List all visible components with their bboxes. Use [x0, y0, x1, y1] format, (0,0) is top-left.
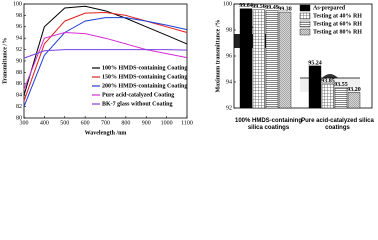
y-tick-label: 80 — [16, 115, 22, 121]
y-tick-label: 90 — [16, 58, 22, 64]
legend-swatch — [299, 4, 311, 12]
y-tick-label: 100 — [223, 1, 232, 7]
legend-swatch — [299, 12, 311, 20]
x-tick-label: 700 — [101, 120, 110, 126]
x-tick-label: Pure acid-catalyzed silica coatings — [301, 118, 374, 131]
chart: 80 82 84 86 88 90 92 94 96 98 100 300 400 500 600 700 80… — [2, 1, 373, 136]
y-tick-label: 94 — [226, 79, 232, 85]
x-tick-label: 500 — [60, 120, 69, 126]
x-tick-label: 1000 — [161, 120, 173, 126]
bar — [265, 10, 279, 109]
figure: 80 82 84 86 88 90 92 94 96 98 100 300 400 500 600 700 80… — [2, 1, 374, 136]
line — [23, 31, 188, 90]
value-label: 99.38 — [278, 6, 292, 12]
y-tick-label: 88 — [16, 70, 22, 76]
legend-swatch — [299, 28, 311, 36]
line — [23, 49, 188, 59]
legend-label: 100% HMDS-containing Coating — [102, 65, 187, 71]
x-tick-label: 300 — [20, 120, 29, 126]
bar — [278, 11, 292, 109]
y-tick-label: 98 — [16, 13, 22, 19]
value-label: 99.64 — [239, 3, 253, 9]
value-label: 99.56 — [252, 4, 266, 10]
legend-label: Testing at 80% RH — [313, 29, 362, 35]
line — [23, 5, 188, 96]
y-axis-label: Maximum transmittance /% — [215, 20, 221, 93]
x-tick-label: 900 — [142, 120, 151, 126]
value-label: 99.49 — [265, 5, 279, 11]
value-label: 93.55 — [334, 82, 348, 88]
y-tick-label: 96 — [226, 53, 232, 59]
y-tick-label: 82 — [16, 104, 22, 110]
x-tick-label: 400 — [40, 120, 49, 126]
x-tick-label: 800 — [121, 120, 130, 126]
droplet — [322, 74, 338, 78]
legend-swatch — [299, 20, 311, 28]
x-tick-label: 600 — [81, 120, 90, 126]
y-tick-label: 84 — [16, 93, 22, 99]
bar — [321, 83, 335, 109]
value-label: 93.85 — [321, 78, 335, 84]
legend-label: Testing at 60% RH — [313, 21, 362, 27]
value-label: 93.20 — [347, 87, 361, 93]
legend-label: BK-7 glass without Coating — [102, 101, 173, 107]
legend-label: As-prepared — [313, 5, 346, 11]
line — [23, 17, 188, 107]
y-tick-label: 86 — [16, 81, 22, 87]
value-label: 95.24 — [308, 60, 322, 66]
y-tick-label: 94 — [16, 36, 22, 42]
y-tick-label: 100 — [13, 1, 22, 7]
legend-label: 150% HMDS-containing Coating — [102, 74, 187, 80]
x-tick-label: 1100 — [181, 120, 193, 126]
legend-label: Pure acid-catalyzed Coating — [102, 92, 174, 98]
legend-label: 200% HMDS-containing Coating — [102, 83, 187, 89]
y-tick-label: 98 — [226, 27, 232, 33]
y-axis-label: Transmittance /% — [2, 38, 8, 84]
legend-label: Testing at 40% RH — [313, 13, 362, 19]
bar — [308, 65, 322, 109]
x-tick-label: 100% HMDS-containing silica coatings — [234, 118, 302, 131]
bar — [252, 9, 266, 109]
bar — [239, 8, 253, 109]
y-tick-label: 92 — [226, 105, 232, 111]
bar — [347, 92, 361, 109]
bar — [334, 87, 348, 109]
x-axis-label: Wavelength /nm — [85, 130, 127, 136]
y-tick-label: 96 — [16, 24, 22, 30]
y-tick-label: 92 — [16, 47, 22, 53]
